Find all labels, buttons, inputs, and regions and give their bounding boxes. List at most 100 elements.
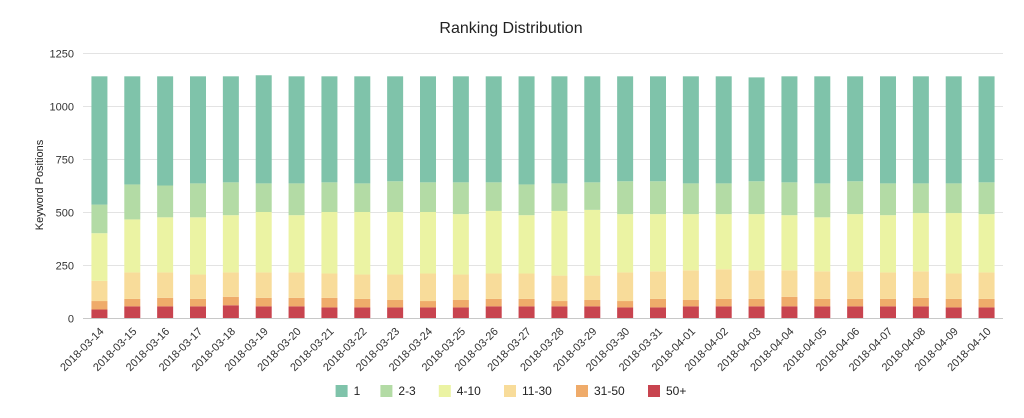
bar-segment-11-30[interactable]: [420, 273, 436, 302]
bar-segment-31-50[interactable]: [354, 298, 371, 308]
bar-segment-4-10[interactable]: [715, 214, 732, 270]
bar-segment-50+[interactable]: [321, 307, 338, 318]
bar-segment-50+[interactable]: [945, 307, 962, 318]
bar-segment-11-30[interactable]: [387, 274, 404, 300]
bar-segment-50+[interactable]: [190, 306, 206, 318]
bar-segment-50+[interactable]: [617, 307, 634, 318]
bar-segment-2-3[interactable]: [682, 183, 699, 215]
bar-segment-50+[interactable]: [781, 306, 798, 318]
bar-segment-31-50[interactable]: [945, 298, 962, 308]
bar-segment-2-3[interactable]: [551, 183, 568, 211]
bar-segment-4-10[interactable]: [190, 217, 206, 275]
bar-segment-50+[interactable]: [420, 307, 436, 318]
bar-segment-1[interactable]: [157, 76, 174, 186]
bar-segment-4-10[interactable]: [91, 233, 108, 281]
bar-segment-11-30[interactable]: [124, 272, 141, 299]
bar-segment-50+[interactable]: [650, 307, 666, 318]
bar-segment-1[interactable]: [584, 76, 601, 183]
bar-segment-50+[interactable]: [485, 306, 502, 318]
bar-segment-1[interactable]: [551, 76, 568, 184]
bar-segment-11-30[interactable]: [354, 274, 371, 299]
bar-segment-2-3[interactable]: [157, 185, 174, 218]
bar-segment-4-10[interactable]: [847, 214, 864, 272]
bar-segment-1[interactable]: [781, 76, 798, 183]
bar-segment-11-30[interactable]: [91, 280, 108, 302]
bar-segment-1[interactable]: [321, 76, 338, 183]
bar-segment-1[interactable]: [617, 76, 634, 182]
legend-item-2-3[interactable]: 2-3: [380, 384, 416, 398]
bar-segment-2-3[interactable]: [190, 183, 206, 218]
bar-segment-31-50[interactable]: [485, 298, 502, 307]
bar-segment-4-10[interactable]: [880, 215, 896, 273]
bar-segment-2-3[interactable]: [452, 182, 469, 215]
legend-item-11-30[interactable]: 11-30: [504, 384, 552, 398]
bar-segment-4-10[interactable]: [978, 214, 995, 273]
bar-segment-2-3[interactable]: [748, 181, 765, 215]
bar-segment-50+[interactable]: [91, 309, 108, 318]
bar-segment-1[interactable]: [91, 76, 108, 205]
bar-segment-4-10[interactable]: [748, 214, 765, 271]
bar-segment-1[interactable]: [682, 76, 699, 184]
bar-segment-1[interactable]: [485, 76, 502, 183]
bar-segment-11-30[interactable]: [682, 270, 699, 300]
bar-segment-1[interactable]: [518, 76, 535, 185]
bar-segment-11-30[interactable]: [551, 275, 568, 302]
bar-segment-2-3[interactable]: [222, 182, 239, 216]
bar-segment-4-10[interactable]: [682, 214, 699, 271]
bar-segment-31-50[interactable]: [880, 298, 896, 307]
bar-segment-50+[interactable]: [222, 305, 239, 318]
bar-segment-1[interactable]: [880, 76, 896, 184]
bar-segment-50+[interactable]: [584, 306, 601, 318]
bar-segment-2-3[interactable]: [387, 181, 404, 212]
bar-segment-50+[interactable]: [814, 306, 831, 318]
bar-segment-31-50[interactable]: [157, 297, 174, 307]
bar-segment-1[interactable]: [452, 76, 469, 183]
bar-segment-50+[interactable]: [748, 306, 765, 318]
legend-item-50+[interactable]: 50+: [648, 384, 686, 398]
bar-segment-31-50[interactable]: [978, 298, 995, 308]
bar-segment-1[interactable]: [715, 76, 732, 184]
bar-segment-50+[interactable]: [978, 307, 995, 318]
bar-segment-4-10[interactable]: [945, 213, 962, 274]
bar-segment-4-10[interactable]: [551, 210, 568, 276]
bar-segment-1[interactable]: [288, 76, 305, 184]
bar-segment-1[interactable]: [847, 76, 864, 182]
bar-segment-2-3[interactable]: [650, 181, 666, 215]
bar-segment-31-50[interactable]: [452, 299, 469, 308]
bar-segment-11-30[interactable]: [880, 272, 896, 299]
bar-segment-4-10[interactable]: [814, 217, 831, 272]
bar-segment-4-10[interactable]: [157, 217, 174, 273]
bar-segment-11-30[interactable]: [190, 274, 206, 299]
bar-segment-11-30[interactable]: [847, 271, 864, 299]
bar-segment-50+[interactable]: [255, 306, 272, 318]
bar-segment-1[interactable]: [650, 76, 666, 182]
bar-segment-2-3[interactable]: [91, 204, 108, 234]
bar-segment-1[interactable]: [978, 76, 995, 183]
bar-segment-31-50[interactable]: [288, 297, 305, 307]
bar-segment-4-10[interactable]: [124, 219, 141, 273]
bar-segment-2-3[interactable]: [420, 182, 436, 212]
bar-segment-31-50[interactable]: [190, 298, 206, 307]
bar-segment-31-50[interactable]: [255, 297, 272, 307]
bar-segment-2-3[interactable]: [354, 183, 371, 212]
bar-segment-11-30[interactable]: [584, 275, 601, 300]
bar-segment-11-30[interactable]: [452, 274, 469, 300]
bar-segment-11-30[interactable]: [288, 272, 305, 298]
bar-segment-50+[interactable]: [124, 306, 141, 318]
bar-segment-31-50[interactable]: [222, 296, 239, 306]
bar-segment-1[interactable]: [190, 76, 206, 184]
bar-segment-50+[interactable]: [912, 306, 929, 318]
bar-segment-2-3[interactable]: [288, 183, 305, 216]
bar-segment-31-50[interactable]: [748, 298, 765, 307]
bar-segment-1[interactable]: [945, 76, 962, 184]
bar-segment-31-50[interactable]: [912, 297, 929, 307]
bar-segment-4-10[interactable]: [781, 215, 798, 271]
bar-segment-1[interactable]: [420, 76, 436, 183]
bar-segment-11-30[interactable]: [222, 272, 239, 297]
bar-segment-2-3[interactable]: [715, 183, 732, 215]
bar-segment-31-50[interactable]: [387, 299, 404, 308]
bar-segment-11-30[interactable]: [255, 272, 272, 298]
bar-segment-31-50[interactable]: [847, 298, 864, 307]
bar-segment-4-10[interactable]: [387, 212, 404, 275]
bar-segment-2-3[interactable]: [847, 181, 864, 215]
